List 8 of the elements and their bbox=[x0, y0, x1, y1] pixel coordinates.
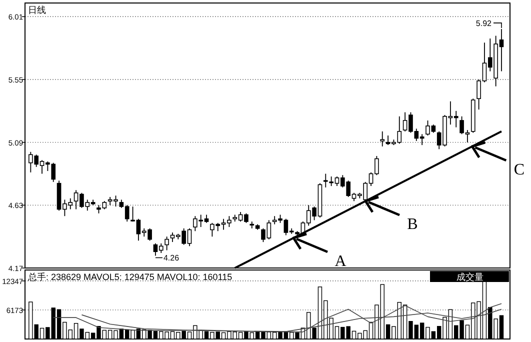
annotation: A bbox=[334, 252, 347, 270]
annotation: 成交量 bbox=[456, 272, 484, 282]
annotation: B bbox=[407, 216, 418, 234]
text: C bbox=[514, 161, 524, 178]
annotation: 5.92 bbox=[476, 18, 492, 28]
annotation: 总手: 238629 MAVOL5: 129475 MAVOL10: 160115 bbox=[27, 272, 232, 282]
annotation: 日线 bbox=[28, 5, 46, 15]
annotation: 4.26 bbox=[163, 254, 180, 263]
